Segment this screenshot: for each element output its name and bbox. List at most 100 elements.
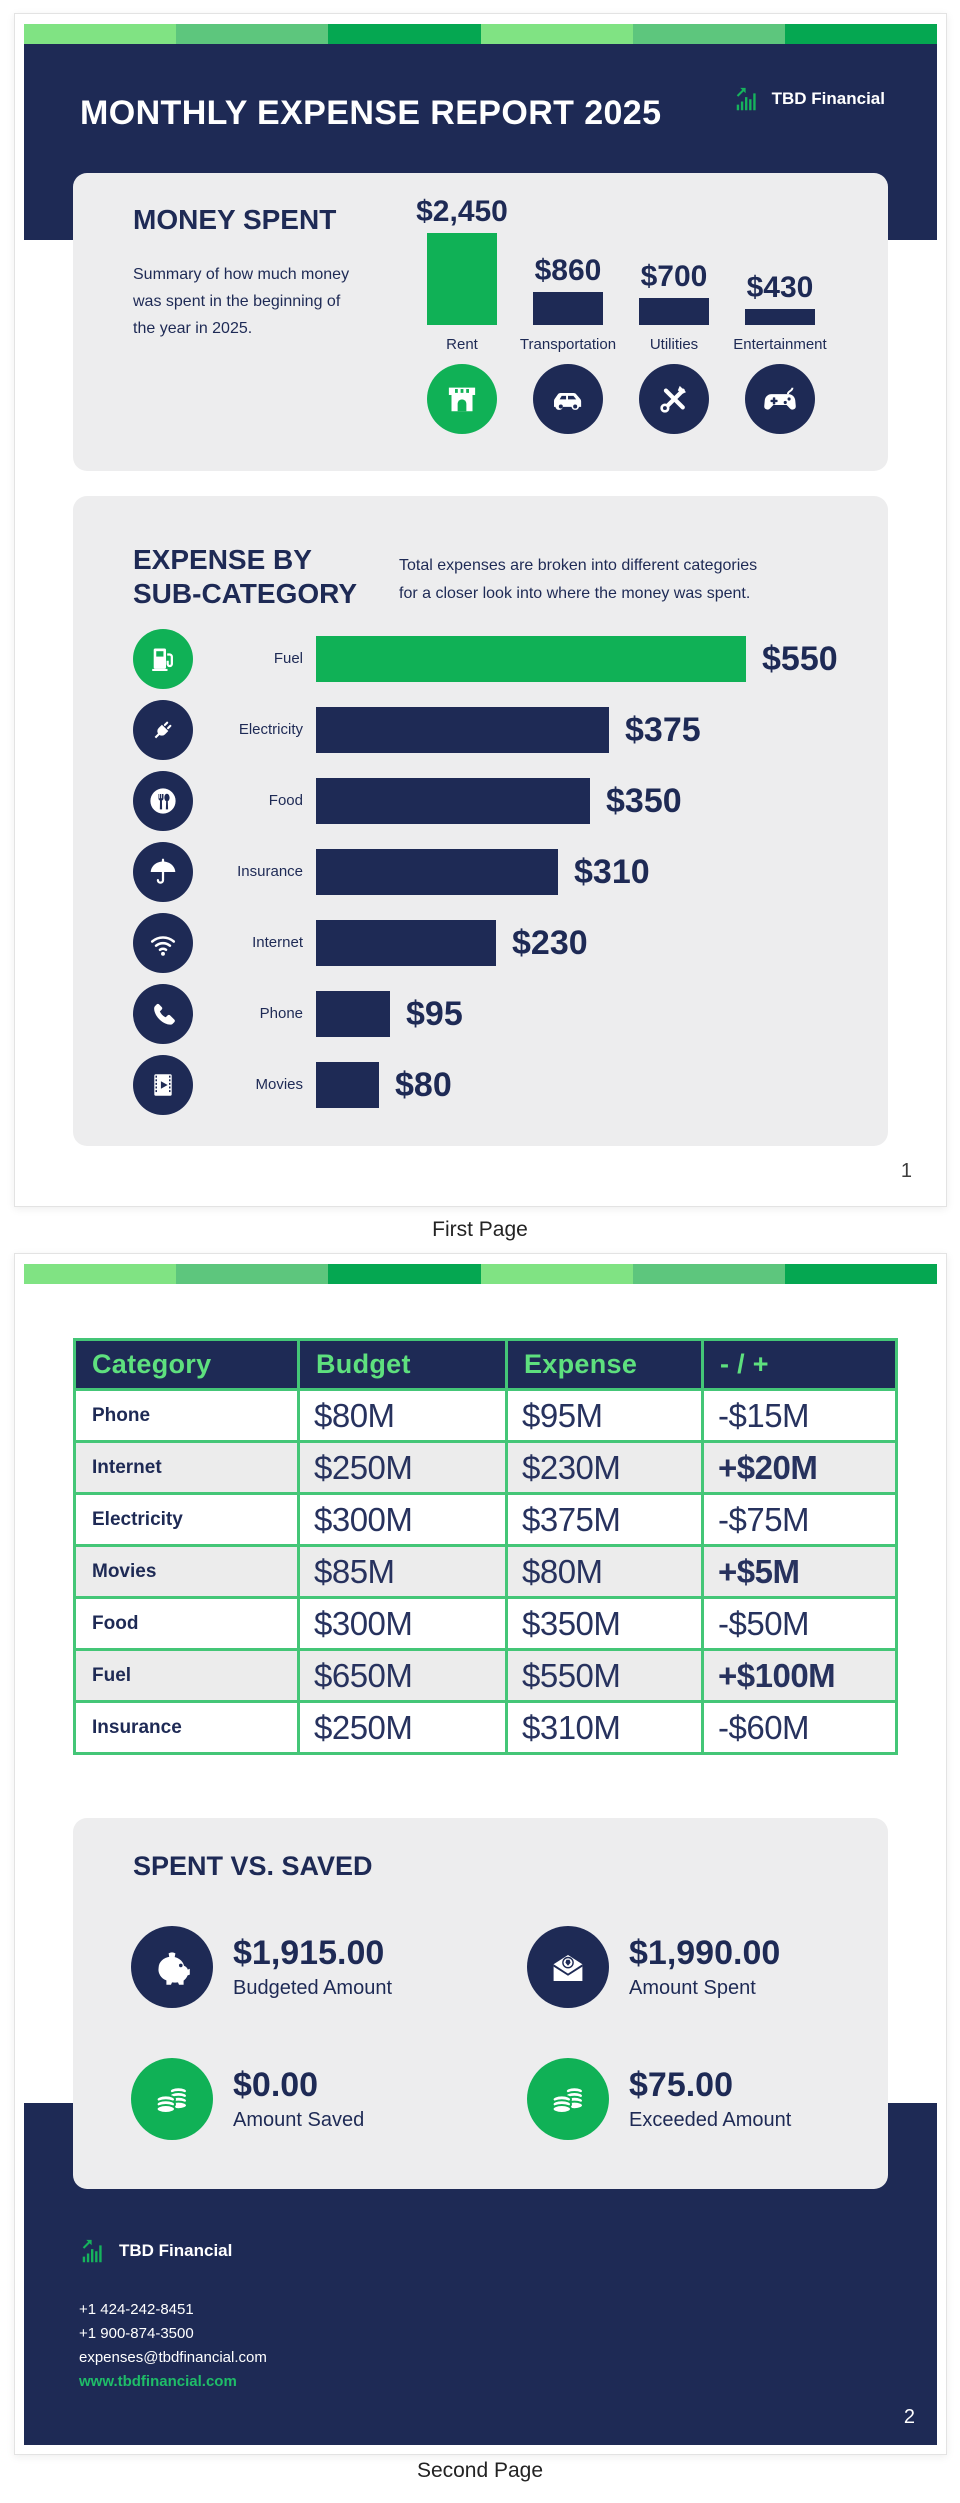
wifi-icon <box>133 913 193 973</box>
table-cell: Internet <box>73 1440 300 1495</box>
table-cell: $95M <box>505 1388 704 1443</box>
footer-phone-1: +1 424-242-8451 <box>79 2301 194 2318</box>
table-cell: Movies <box>73 1544 300 1599</box>
envelope-money-icon <box>527 1926 609 2008</box>
money-value: $700 <box>640 260 708 293</box>
money-value: $860 <box>534 254 602 287</box>
subcategory-value: $80 <box>395 1066 452 1104</box>
stat-label: Exceeded Amount <box>629 2108 792 2131</box>
table-row-food: Food $300M $350M -$50M <box>73 1596 898 1651</box>
table-cell: Food <box>73 1596 300 1651</box>
subcategory-title: EXPENSE BY SUB-CATEGORY <box>133 544 357 609</box>
table-cell: Fuel <box>73 1648 300 1703</box>
money-column-transportation: $860 Transportation <box>515 196 621 434</box>
subcategory-label: Internet <box>252 934 303 951</box>
table-cell: +$20M <box>701 1440 898 1495</box>
subcategory-bar <box>316 778 590 824</box>
subcategory-label: Movies <box>255 1076 303 1093</box>
umbrella-icon <box>133 842 193 902</box>
table-cell: $85M <box>297 1544 508 1599</box>
footer-contact-block: +1 424-242-8451 +1 900-874-3500 expenses… <box>79 2298 267 2394</box>
table-cell: $350M <box>505 1596 704 1651</box>
money-label: Transportation <box>519 336 617 353</box>
spent-vs-saved-title: SPENT VS. SAVED <box>133 1851 373 1881</box>
spent-vs-saved-card: SPENT VS. SAVED $1,915.00 Budgeted Amount… <box>73 1818 888 2189</box>
money-column-entertainment: $430 Entertainment <box>727 196 833 434</box>
subcategory-label: Phone <box>259 1005 303 1022</box>
report-page-2[interactable]: Category Budget Expense - / + Phone $80M $95M… <box>14 1253 947 2455</box>
stat-label: Amount Spent <box>629 1976 756 1999</box>
car-icon <box>533 364 603 434</box>
subcategory-label: Food <box>268 792 303 809</box>
money-spent-description: Summary of how much money was spent in t… <box>133 266 350 337</box>
stat-budgeted-amount: $1,915.00 Budgeted Amount <box>131 1926 392 2008</box>
footer-brand-logo: TBD Financial <box>79 2236 232 2266</box>
stat-exceeded-amount: $75.00 Exceeded Amount <box>527 2058 791 2140</box>
table-row-phone: Phone $80M $95M -$15M <box>73 1388 898 1443</box>
table-cell: $550M <box>505 1648 704 1703</box>
subcategory-bar <box>316 1062 379 1108</box>
footer-brand-name: TBD Financial <box>119 2241 233 2260</box>
subcategory-label: Electricity <box>238 721 303 738</box>
piggy-bank-icon <box>131 1926 213 2008</box>
report-page-1[interactable]: MONTHLY EXPENSE REPORT 2025 TBD Financia… <box>14 13 947 1207</box>
coins-icon <box>527 2058 609 2140</box>
fuel-pump-icon <box>133 629 193 689</box>
coins-icon <box>131 2058 213 2140</box>
gamepad-icon <box>745 364 815 434</box>
table-row-internet: Internet $250M $230M +$20M <box>73 1440 898 1495</box>
table-cell: $375M <box>505 1492 704 1547</box>
phone-icon <box>133 984 193 1044</box>
table-cell: $250M <box>297 1440 508 1495</box>
subcategory-label: Fuel <box>273 650 303 667</box>
subcategory-row-food: Food $350 <box>73 765 888 837</box>
budget-table: Category Budget Expense - / + Phone $80M $95M… <box>73 1338 898 1755</box>
money-bar <box>639 298 709 325</box>
subcategory-value: $310 <box>574 853 650 891</box>
table-cell: $80M <box>297 1388 508 1443</box>
table-cell: -$75M <box>701 1492 898 1547</box>
money-value: $2,450 <box>416 195 508 228</box>
stat-value: $75.00 <box>629 2065 733 2104</box>
table-header-3: - / + <box>701 1338 898 1391</box>
plug-icon <box>133 700 193 760</box>
subcategory-value: $95 <box>406 995 463 1033</box>
cutlery-icon <box>133 771 193 831</box>
stat-value: $1,990.00 <box>629 1933 781 1972</box>
subcategory-label: Insurance <box>237 863 303 880</box>
money-label: Utilities <box>649 336 699 353</box>
table-row-electricity: Electricity $300M $375M -$75M <box>73 1492 898 1547</box>
money-spent-card: MONEY SPENT Summary of how much money wa… <box>73 173 888 471</box>
subcategory-card: EXPENSE BY SUB-CATEGORY Total expenses a… <box>73 496 888 1146</box>
table-header-2: Expense <box>505 1338 704 1391</box>
subcategory-description: Total expenses are broken into different… <box>399 557 758 602</box>
table-cell: +$5M <box>701 1544 898 1599</box>
table-cell: Insurance <box>73 1700 300 1755</box>
subcategory-value: $350 <box>606 782 682 820</box>
subcategory-row-internet: Internet $230 <box>73 907 888 979</box>
money-column-utilities: $700 Utilities <box>621 196 727 434</box>
decorative-strip <box>24 1264 938 1284</box>
money-spent-bar-chart: $2,450 Rent $860 Transportation $700 Utilitie… <box>409 196 833 434</box>
stat-amount-saved: $0.00 Amount Saved <box>131 2058 364 2140</box>
subcategory-row-movies: Movies $80 <box>73 1049 888 1121</box>
subcategory-bar <box>316 849 558 895</box>
money-value: $430 <box>746 271 814 304</box>
table-cell: -$60M <box>701 1700 898 1755</box>
brand-name: TBD Financial <box>771 89 885 108</box>
table-cell: -$50M <box>701 1596 898 1651</box>
decorative-strip <box>24 24 938 44</box>
money-bar <box>426 233 497 325</box>
growth-chart-icon <box>79 2236 109 2266</box>
stat-label: Amount Saved <box>233 2108 365 2131</box>
subcategory-row-phone: Phone $95 <box>73 978 888 1050</box>
table-header-0: Category <box>73 1338 300 1391</box>
subcategory-row-fuel: Fuel $550 <box>73 623 888 695</box>
footer-website-link[interactable]: www.tbdfinancial.com <box>79 2373 237 2390</box>
table-cell: $230M <box>505 1440 704 1495</box>
table-row-fuel: Fuel $650M $550M +$100M <box>73 1648 898 1703</box>
stat-value: $1,915.00 <box>233 1933 385 1972</box>
money-spent-title: MONEY SPENT <box>133 204 337 235</box>
money-column-rent: $2,450 Rent <box>409 196 515 434</box>
money-bar <box>745 309 815 325</box>
